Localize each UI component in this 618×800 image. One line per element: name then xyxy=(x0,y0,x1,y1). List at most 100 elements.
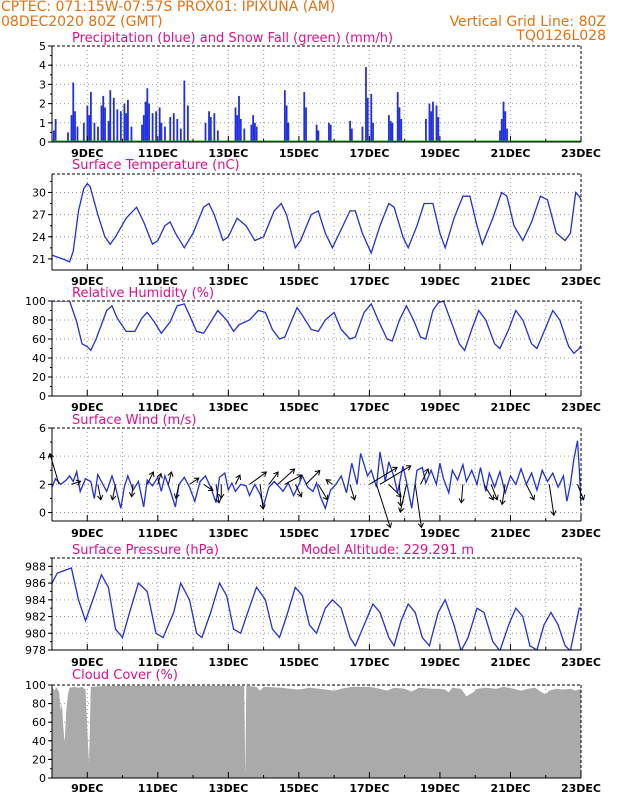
wind-vector xyxy=(325,479,333,485)
wind-arrowhead xyxy=(322,494,329,501)
wind-arrowhead xyxy=(218,493,225,500)
y-tick-label: 986 xyxy=(25,577,46,590)
wind-arrowhead xyxy=(398,507,405,514)
temperature-series-line xyxy=(52,182,581,263)
x-tick-label: 11DEC xyxy=(138,401,178,414)
precip-bar xyxy=(287,122,290,142)
x-tick-label: 13DEC xyxy=(208,401,248,414)
precip-bar xyxy=(234,107,237,142)
precip-bar xyxy=(239,118,242,142)
precip-bar xyxy=(216,130,219,142)
panel-title: Cloud Cover (%) xyxy=(72,668,178,683)
wind-vector xyxy=(414,484,422,528)
wind-arrowhead xyxy=(148,471,155,478)
header-model-code: TQ0126L028 xyxy=(516,28,606,44)
x-tick-label: 11DEC xyxy=(138,527,178,540)
wind-vector xyxy=(49,453,60,485)
y-tick-label: 1 xyxy=(39,117,46,130)
precip-bar xyxy=(305,107,307,142)
wind-arrowhead xyxy=(350,494,357,501)
precip-bar xyxy=(398,107,401,142)
y-tick-label: 24 xyxy=(32,231,46,244)
wind-vector xyxy=(294,484,302,497)
wind-arrowhead xyxy=(499,499,506,506)
wind-vector xyxy=(483,484,494,501)
wind-arrowhead xyxy=(97,494,104,501)
precip-bar xyxy=(204,122,207,142)
wind-vector xyxy=(277,468,295,485)
x-tick-label: 9DEC xyxy=(71,147,103,160)
precip-bar xyxy=(123,103,126,142)
y-tick-label: 21 xyxy=(32,253,46,266)
y-tick-label: 27 xyxy=(32,209,46,222)
precip-bar xyxy=(172,113,175,142)
wind-arrowhead xyxy=(156,472,163,479)
wind-arrowhead xyxy=(296,491,303,498)
x-tick-label: 15DEC xyxy=(279,782,319,795)
y-tick-label: 4 xyxy=(39,59,46,72)
x-tick-label: 15DEC xyxy=(279,147,319,160)
x-tick-label: 19DEC xyxy=(420,527,460,540)
y-tick-label: 0 xyxy=(39,136,46,149)
x-tick-label: 23DEC xyxy=(561,656,601,669)
precip-bar xyxy=(52,130,55,142)
wind-arrowhead xyxy=(423,468,430,474)
wind-arrowhead xyxy=(579,494,586,501)
y-tick-label: 0 xyxy=(39,390,46,403)
x-tick-label: 9DEC xyxy=(71,275,103,288)
wind-vector xyxy=(577,484,585,500)
y-tick-label: 4 xyxy=(39,450,46,463)
x-tick-label: 15DEC xyxy=(279,401,319,414)
wind-arrowhead xyxy=(167,471,174,477)
y-tick-label: 100 xyxy=(25,679,46,692)
x-tick-label: 17DEC xyxy=(349,401,389,414)
y-tick-label: 40 xyxy=(32,352,46,365)
wind-vector xyxy=(131,484,134,497)
precip-bar xyxy=(119,111,122,142)
precip-bar xyxy=(500,118,503,142)
precip-bar xyxy=(102,95,105,142)
wind-vector xyxy=(398,484,402,506)
precip-bar xyxy=(437,117,440,142)
wind-arrowhead xyxy=(417,522,424,529)
precip-bar xyxy=(100,105,103,142)
precip-bar xyxy=(76,126,79,142)
precip-bar xyxy=(285,105,288,142)
precip-bar xyxy=(179,128,182,142)
wind-vector xyxy=(189,477,200,485)
wind-arrowhead xyxy=(314,469,321,476)
precip-bar xyxy=(160,122,163,142)
x-tick-label: 15DEC xyxy=(279,275,319,288)
wind-vector xyxy=(97,484,102,500)
precip-bar xyxy=(142,115,145,142)
precip-bar xyxy=(176,118,179,142)
precip-bar xyxy=(430,111,433,142)
precip-bar xyxy=(208,111,210,142)
precip-bar xyxy=(366,97,369,142)
wind-vector xyxy=(460,484,464,503)
wind-vector xyxy=(146,471,154,485)
precip-bar xyxy=(93,122,96,142)
precip-bar xyxy=(506,128,508,142)
precip-bar xyxy=(209,117,212,142)
panel-cloud: 0 20 40 60 80 100 9DEC 11DEC 13DEC 15DEC 17DEC 19DE… xyxy=(25,668,601,795)
panel-pressure: 978 980 982 984 986 988 9DEC 11DEC 13DEC 15DEC 17D… xyxy=(25,543,601,669)
y-tick-label: 60 xyxy=(32,333,46,346)
wind-vector xyxy=(379,465,412,485)
x-tick-label: 21DEC xyxy=(490,401,530,414)
precip-bar xyxy=(283,90,286,142)
y-tick-label: 100 xyxy=(25,295,46,308)
precip-bar xyxy=(499,130,501,142)
wind-vector xyxy=(284,474,302,485)
x-tick-label: 23DEC xyxy=(561,275,601,288)
precip-bar xyxy=(252,115,255,142)
wind-arrowhead xyxy=(261,471,268,477)
y-tick-label: 2 xyxy=(39,98,46,111)
precip-bar xyxy=(144,101,147,142)
wind-vector xyxy=(317,484,328,501)
panel-title: Surface Wind (m/s) xyxy=(72,413,196,428)
precip-bar xyxy=(328,122,330,142)
precip-bar xyxy=(67,132,69,142)
wind-vector xyxy=(157,473,162,485)
precip-bar xyxy=(146,88,149,142)
